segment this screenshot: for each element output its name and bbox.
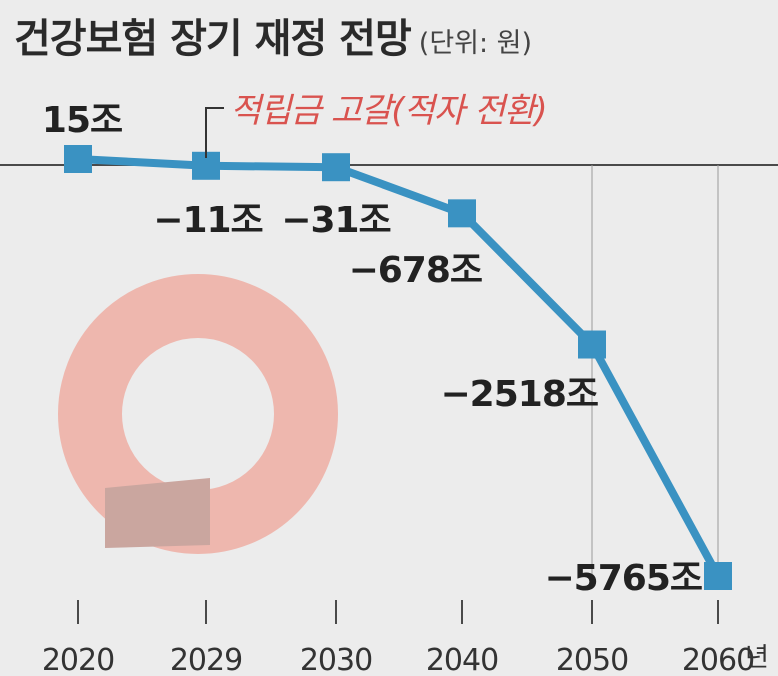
- chart-header: 건강보험 장기 재정 전망 (단위: 원): [14, 6, 532, 64]
- x-tick-label: 2029: [170, 643, 242, 676]
- data-point-marker: [448, 199, 476, 228]
- series-line: [77, 155, 722, 578]
- x-tick-label: 2020: [42, 643, 114, 676]
- annotation-text: 적립금 고갈(적자 전환): [230, 91, 547, 131]
- data-label: −678조: [349, 250, 482, 291]
- data-point-marker: [322, 153, 350, 182]
- x-tick-label: 2040: [426, 643, 498, 676]
- data-label: −2518조: [441, 374, 598, 415]
- data-point-marker: [578, 330, 606, 359]
- data-label: −5765조: [545, 558, 702, 599]
- data-point-marker: [64, 145, 92, 173]
- watermark-logo-icon: [58, 274, 338, 554]
- unit-label: (단위: 원): [418, 28, 533, 59]
- x-tick-label: 2050: [556, 643, 628, 676]
- data-label: −11조: [153, 200, 262, 241]
- data-point-marker: [704, 562, 732, 590]
- chart-title: 건강보험 장기 재정 전망: [14, 16, 412, 62]
- x-axis-suffix: 년: [745, 643, 769, 673]
- x-tick-label: 2060: [682, 643, 754, 676]
- x-tick-label: 2030: [300, 643, 372, 676]
- data-label: 15조: [42, 100, 122, 141]
- annotation-leader-line: [205, 107, 224, 158]
- data-label: −31조: [281, 200, 390, 241]
